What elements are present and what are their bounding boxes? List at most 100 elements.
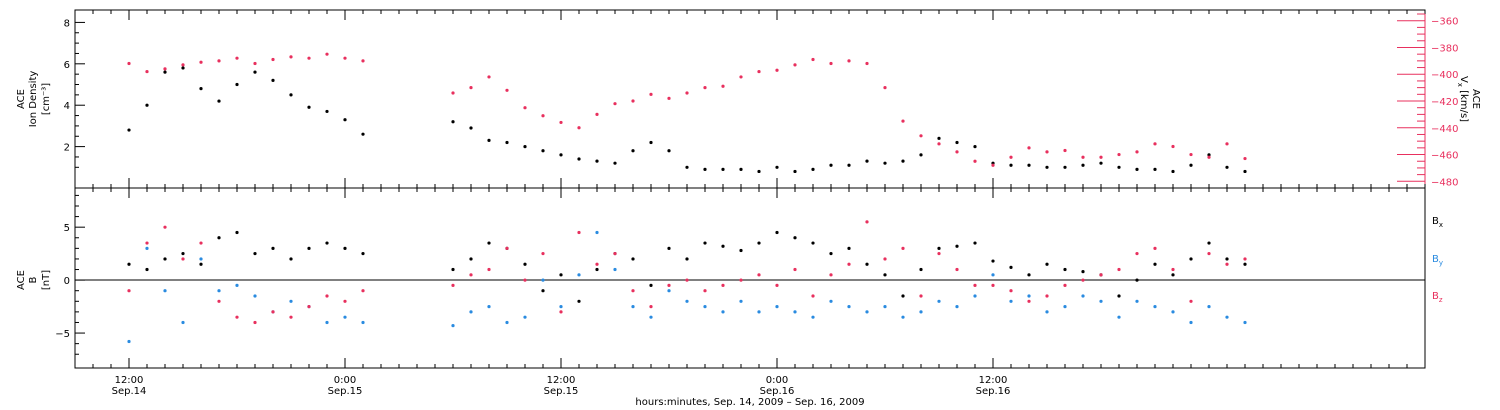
by-point: [577, 273, 581, 277]
density-point: [469, 126, 473, 130]
bz-point: [505, 246, 509, 250]
bottom-data-points: [127, 220, 1247, 344]
density-point: [649, 140, 653, 145]
legend-bx: Bx: [1432, 216, 1443, 229]
density-point: [739, 167, 743, 171]
density-point: [937, 136, 941, 140]
bz-point: [469, 273, 473, 277]
bx-point: [217, 236, 221, 240]
by-point: [505, 320, 509, 325]
bz-point: [181, 257, 185, 261]
velocity-tick-label: −420: [1431, 97, 1458, 108]
vx-point: [1063, 148, 1067, 153]
density-point: [271, 78, 275, 82]
vx-point: [811, 57, 815, 62]
bx-point: [1081, 270, 1085, 274]
bx-point: [577, 299, 581, 303]
density-point: [1045, 165, 1049, 169]
density-point: [217, 99, 221, 103]
bz-point: [955, 267, 959, 272]
vx-point: [847, 59, 851, 63]
density-point: [1027, 163, 1031, 167]
density-point: [1009, 163, 1013, 167]
velocity-tick-label: −400: [1431, 70, 1458, 81]
density-point: [793, 169, 797, 174]
bx-point: [1189, 257, 1193, 261]
density-point: [235, 82, 239, 87]
by-point: [1171, 310, 1175, 314]
density-point: [775, 165, 779, 169]
vx-point: [127, 61, 131, 66]
field-axis-label-3: [nT]: [41, 270, 52, 290]
bottom-x-ticks: [74, 188, 1426, 368]
vx-point: [181, 63, 185, 67]
vx-point: [307, 56, 311, 60]
bz-point: [901, 246, 905, 250]
bx-point: [1243, 262, 1247, 266]
density-point: [685, 165, 689, 169]
by-point: [919, 310, 923, 314]
density-point: [307, 105, 311, 109]
velocity-tick-label: −380: [1431, 43, 1458, 54]
vx-point: [1099, 155, 1103, 159]
density-point: [1135, 167, 1139, 171]
bz-point: [1045, 294, 1049, 298]
bx-point: [289, 257, 293, 261]
vx-point: [1189, 152, 1193, 157]
by-point: [757, 310, 761, 314]
bz-point: [199, 241, 203, 245]
by-point: [1225, 315, 1229, 319]
vx-point: [1135, 150, 1139, 154]
vx-point: [1207, 155, 1211, 159]
bx-point: [163, 257, 167, 261]
bz-point: [361, 289, 365, 293]
bx-point: [127, 262, 131, 266]
by-point: [289, 299, 293, 303]
vx-point: [487, 75, 491, 79]
bz-point: [253, 320, 257, 325]
bx-point: [1135, 278, 1139, 282]
field-axis-ticks: −5 0 5: [55, 194, 85, 355]
density-point: [1225, 165, 1229, 169]
by-point: [343, 315, 347, 319]
by-point: [685, 299, 689, 303]
bz-point: [235, 315, 239, 319]
vx-point: [1243, 156, 1247, 161]
by-point: [487, 304, 491, 309]
density-point: [883, 161, 887, 165]
bx-point: [1117, 294, 1121, 298]
bz-point: [1189, 299, 1193, 303]
vx-point: [469, 86, 473, 90]
vx-point: [199, 60, 203, 64]
vx-point: [793, 63, 797, 67]
bx-point: [973, 241, 977, 245]
bz-point: [451, 283, 455, 288]
vx-point: [1171, 144, 1175, 149]
density-point: [811, 167, 815, 171]
by-point: [649, 315, 653, 319]
by-point: [721, 310, 725, 314]
x-axis-title: hours:minutes, Sep. 14, 2009 – Sep. 16, …: [635, 397, 864, 408]
velocity-axis-label-1: ACE: [1470, 89, 1481, 109]
bx-point: [451, 267, 455, 272]
density-point: [955, 140, 959, 145]
bz-point: [1027, 299, 1031, 303]
density-point: [901, 159, 905, 163]
bx-point: [865, 262, 869, 266]
bz-point: [847, 262, 851, 266]
by-point: [559, 304, 563, 309]
by-point: [901, 315, 905, 319]
vx-point: [1225, 142, 1229, 146]
velocity-axis-label-2: Vx [km/s]: [1456, 76, 1469, 122]
x-tick-date-label: Sep.16: [976, 386, 1011, 397]
vx-point: [901, 119, 905, 123]
by-point: [973, 294, 977, 298]
bz-point: [1243, 257, 1247, 261]
bx-point: [1027, 273, 1031, 277]
by-point: [847, 304, 851, 309]
bz-point: [163, 225, 167, 229]
vx-point: [577, 126, 581, 130]
density-point: [1207, 153, 1211, 157]
by-point: [1189, 320, 1193, 325]
density-point: [289, 93, 293, 97]
